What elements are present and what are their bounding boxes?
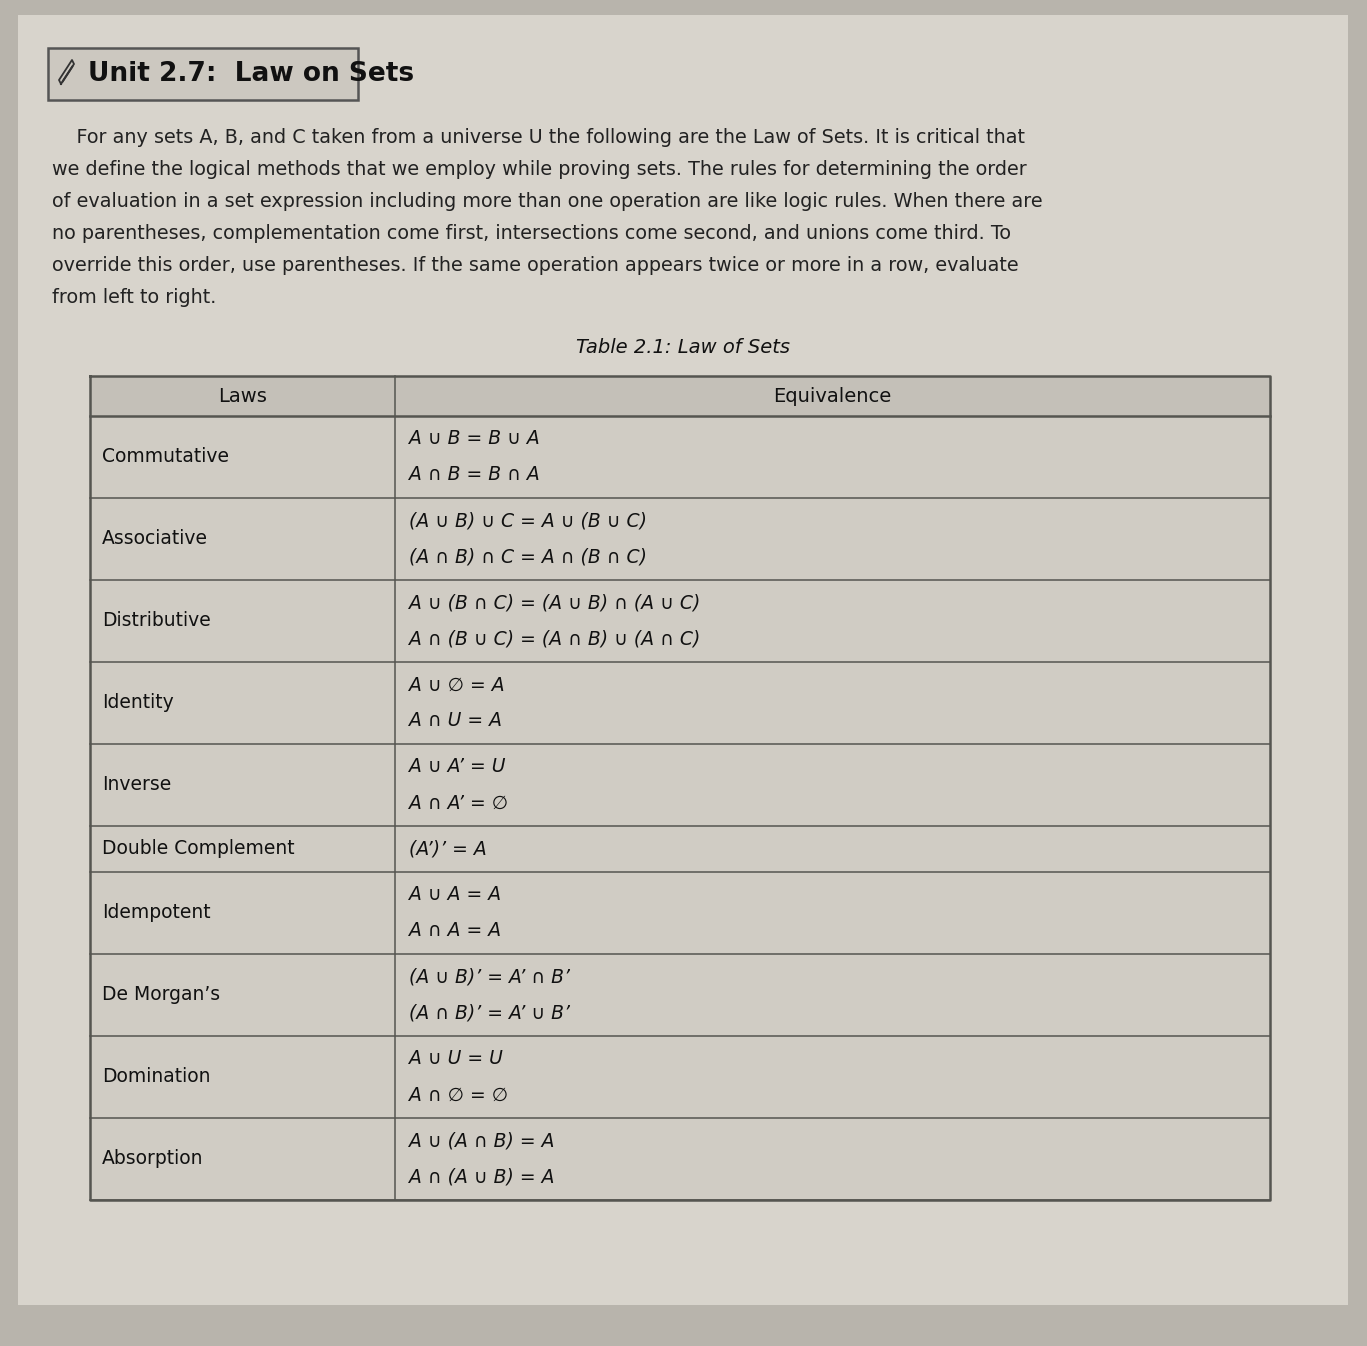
Text: (A ∪ B) ∪ C = A ∪ (B ∪ C): (A ∪ B) ∪ C = A ∪ (B ∪ C) [409, 511, 647, 530]
Text: A ∪ ∅ = A: A ∪ ∅ = A [409, 676, 504, 695]
Text: Domination: Domination [103, 1067, 211, 1086]
Text: A ∪ A = A: A ∪ A = A [409, 886, 502, 905]
FancyBboxPatch shape [48, 48, 358, 100]
Text: For any sets A, B, and C taken from a universe U the following are the Law of Se: For any sets A, B, and C taken from a un… [52, 128, 1025, 147]
Bar [90, 376, 1270, 416]
Text: A ∩ U = A: A ∩ U = A [409, 712, 502, 731]
Text: Double Complement: Double Complement [103, 840, 295, 859]
Text: from left to right.: from left to right. [52, 288, 216, 307]
Text: override this order, use parentheses. If the same operation appears twice or mor: override this order, use parentheses. If… [52, 256, 1018, 275]
Text: A ∪ B = B ∪ A: A ∪ B = B ∪ A [409, 429, 540, 448]
Text: (A ∪ B)’ = A’ ∩ B’: (A ∪ B)’ = A’ ∩ B’ [409, 968, 570, 987]
Text: (A ∩ B) ∩ C = A ∩ (B ∩ C): (A ∩ B) ∩ C = A ∩ (B ∩ C) [409, 548, 647, 567]
Text: Table 2.1: Law of Sets: Table 2.1: Law of Sets [576, 338, 790, 357]
Text: Idempotent: Idempotent [103, 903, 211, 922]
Text: (A’)’ = A: (A’)’ = A [409, 840, 487, 859]
Text: A ∩ B = B ∩ A: A ∩ B = B ∩ A [409, 466, 540, 485]
Text: (A ∩ B)’ = A’ ∪ B’: (A ∩ B)’ = A’ ∪ B’ [409, 1004, 570, 1023]
Text: Equivalence: Equivalence [774, 386, 891, 405]
Text: Unit 2.7:  Law on Sets: Unit 2.7: Law on Sets [87, 61, 414, 87]
Text: A ∪ A’ = U: A ∪ A’ = U [409, 758, 506, 777]
Text: Associative: Associative [103, 529, 208, 549]
Text: A ∩ A’ = ∅: A ∩ A’ = ∅ [409, 794, 509, 813]
Text: A ∪ U = U: A ∪ U = U [409, 1050, 503, 1069]
Text: Commutative: Commutative [103, 447, 230, 467]
Text: De Morgan’s: De Morgan’s [103, 985, 220, 1004]
Text: A ∩ A = A: A ∩ A = A [409, 922, 502, 941]
Text: Inverse: Inverse [103, 775, 171, 794]
Bar [90, 376, 1270, 1201]
Text: A ∩ (B ∪ C) = (A ∩ B) ∪ (A ∩ C): A ∩ (B ∪ C) = (A ∩ B) ∪ (A ∩ C) [409, 630, 700, 649]
Text: Absorption: Absorption [103, 1149, 204, 1168]
Text: Laws: Laws [219, 386, 267, 405]
Text: A ∪ (A ∩ B) = A: A ∪ (A ∩ B) = A [409, 1132, 555, 1151]
Text: of evaluation in a set expression including more than one operation are like log: of evaluation in a set expression includ… [52, 192, 1043, 211]
Text: Distributive: Distributive [103, 611, 211, 630]
Text: A ∪ (B ∩ C) = (A ∪ B) ∩ (A ∪ C): A ∪ (B ∩ C) = (A ∪ B) ∩ (A ∪ C) [409, 594, 700, 612]
Text: no parentheses, complementation come first, intersections come second, and union: no parentheses, complementation come fir… [52, 223, 1012, 244]
Text: Identity: Identity [103, 693, 174, 712]
Text: we define the logical methods that we employ while proving sets. The rules for d: we define the logical methods that we em… [52, 160, 1027, 179]
Text: A ∩ (A ∪ B) = A: A ∩ (A ∪ B) = A [409, 1167, 555, 1187]
Text: A ∩ ∅ = ∅: A ∩ ∅ = ∅ [409, 1085, 509, 1105]
